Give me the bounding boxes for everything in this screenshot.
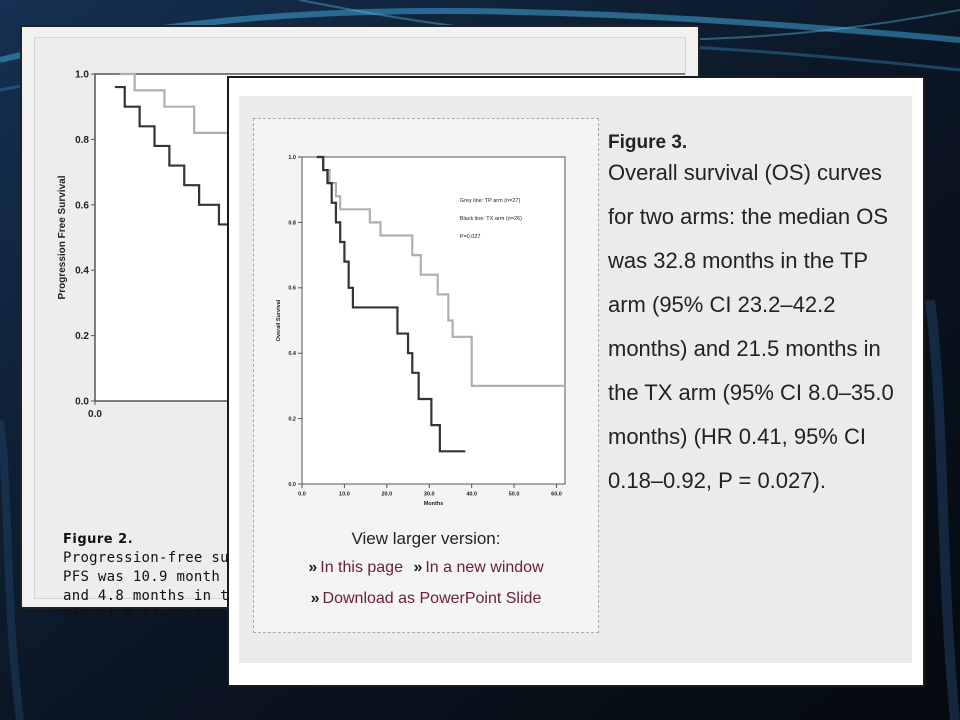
y-tick-label: 0.0 — [75, 397, 89, 408]
figure3-caption-line: months) and 21.5 months in — [608, 336, 881, 361]
y-tick-label: 0.4 — [288, 351, 297, 357]
y-tick-label: 0.0 — [288, 482, 296, 488]
in-this-page-link[interactable]: In this page — [320, 559, 403, 576]
figure3-panel: 0.0 0.2 0.4 0.6 0.8 1.0 0.0 10.0 20.0 30.0 40.0 50.… — [229, 78, 923, 685]
survival-curve-series-2 — [316, 155, 466, 453]
y-axis-label: Progression Free Survival — [57, 175, 68, 299]
x-tick-label: 60.0 — [551, 492, 562, 498]
figure3-caption-line: 0.18–0.92, P = 0.027). — [608, 468, 826, 493]
figure3-title: Figure 3. — [608, 132, 688, 153]
x-tick-label: 30.0 — [424, 492, 435, 498]
x-tick-label: 40.0 — [466, 492, 477, 498]
y-tick-label: 1.0 — [75, 70, 89, 81]
figure3-image-box: 0.0 0.2 0.4 0.6 0.8 1.0 0.0 10.0 20.0 30.0 40.0 50.… — [253, 118, 599, 633]
legend-entry: Black line: TX arm (n=26) — [460, 216, 522, 222]
figure2-caption-line: and 4.8 months in t — [63, 588, 229, 604]
plot-area — [301, 156, 566, 485]
figure3-caption-line: for two arms: the median OS — [608, 204, 888, 229]
figure3-caption-line: Overall survival (OS) curves — [608, 160, 882, 185]
figure3-content: 0.0 0.2 0.4 0.6 0.8 1.0 0.0 10.0 20.0 30.0 40.0 50.… — [239, 96, 912, 663]
legend-entry: P=0.027 — [460, 234, 481, 240]
download-powerpoint-link[interactable]: Download as PowerPoint Slide — [322, 590, 542, 607]
x-tick-label: 20.0 — [381, 492, 392, 498]
figure3-chart: 0.0 0.2 0.4 0.6 0.8 1.0 0.0 10.0 20.0 30.0 40.0 50.… — [276, 155, 566, 507]
x-tick-label: 0.0 — [88, 409, 102, 420]
figure2-caption-line: PFS was 10.9 month — [63, 569, 221, 585]
y-tick-label: 0.8 — [75, 135, 89, 146]
view-links-row: » In this page » In a new window — [254, 559, 598, 577]
y-tick-label: 0.6 — [75, 200, 89, 211]
figure3-caption-line: was 32.8 months in the TP — [608, 248, 869, 273]
y-tick-label: 0.8 — [288, 220, 296, 226]
view-larger-label: View larger version: — [351, 529, 501, 548]
figure2-caption-line: 95% CI 0.14–0.57), — [63, 607, 221, 623]
y-tick-label: 0.2 — [288, 417, 296, 423]
y-axis-label: Overall Survival — [276, 299, 282, 341]
double-chevron-icon: » — [308, 559, 318, 576]
y-tick-label: 0.2 — [75, 331, 89, 342]
legend-entry: Grey line: TP arm (n=27) — [460, 198, 521, 204]
y-tick-label: 0.4 — [75, 266, 89, 277]
figure2-title: Figure 2. — [63, 532, 134, 547]
x-tick-label: 0.0 — [298, 492, 306, 498]
double-chevron-icon: » — [413, 559, 423, 576]
x-tick-label: 10.0 — [339, 492, 350, 498]
figure3-caption-line: arm (95% CI 23.2–42.2 — [608, 292, 836, 317]
powerpoint-link-row: » Download as PowerPoint Slide — [254, 590, 598, 608]
figure2-caption-line: Progression-free su — [63, 550, 229, 566]
y-tick-label: 0.6 — [288, 286, 296, 292]
double-chevron-icon: » — [310, 590, 320, 607]
new-window-link[interactable]: In a new window — [425, 559, 544, 576]
x-axis-label: Months — [424, 501, 444, 507]
y-tick-label: 1.0 — [288, 155, 296, 161]
figure3-caption-line: months) (HR 0.41, 95% CI — [608, 424, 866, 449]
x-tick-label: 50.0 — [509, 492, 520, 498]
figure3-caption-line: the TX arm (95% CI 8.0–35.0 — [608, 380, 894, 405]
